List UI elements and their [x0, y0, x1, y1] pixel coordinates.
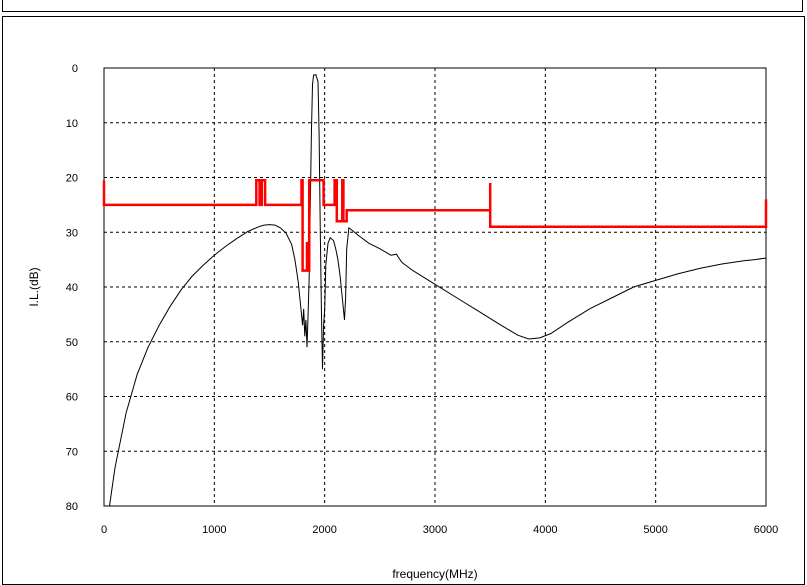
y-tick-label: 70: [66, 446, 78, 458]
x-tick-label: 2000: [312, 524, 336, 536]
x-tick-label: 6000: [754, 524, 778, 536]
x-tick-label: 4000: [533, 524, 557, 536]
y-tick-label: 40: [66, 282, 78, 294]
y-tick-label: 80: [66, 501, 78, 513]
grid: [104, 68, 766, 506]
x-tick-label: 1000: [202, 524, 226, 536]
y-axis-ticks: 0 10 20 30 40 50 60 70 80: [66, 63, 78, 513]
y-tick-label: 60: [66, 392, 78, 404]
y-axis-label: I.L.(dB): [27, 267, 41, 306]
y-tick-label: 20: [66, 173, 78, 185]
plot-area-border: [103, 67, 767, 507]
y-tick-label: 30: [66, 227, 78, 239]
series-line-mask: [102, 178, 768, 272]
series-line-response: [109, 74, 767, 507]
x-tick-label: 5000: [643, 524, 667, 536]
x-tick-label: 3000: [423, 524, 447, 536]
x-tick-label: 0: [101, 524, 107, 536]
y-tick-label: 10: [66, 118, 78, 130]
y-tick-label: 0: [72, 63, 78, 75]
series-layer: [102, 74, 768, 507]
x-axis-ticks: 0 1000 2000 3000 4000 5000 6000: [101, 524, 778, 536]
x-axis-label: frequency(MHz): [392, 567, 477, 581]
y-tick-label: 50: [66, 337, 78, 349]
upper-panel-frame: [2, 0, 803, 12]
